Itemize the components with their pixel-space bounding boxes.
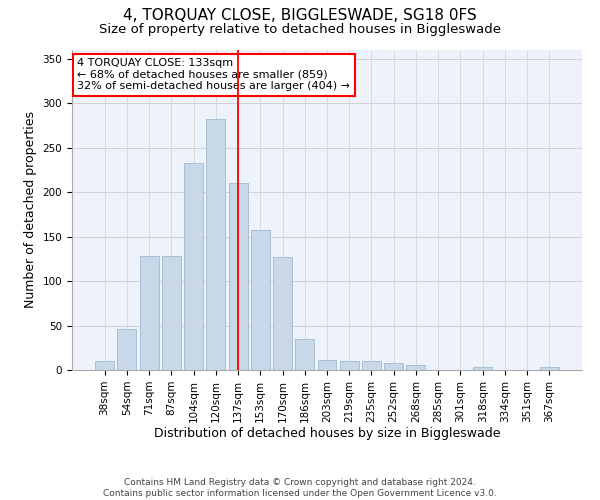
Bar [251, 230, 270, 370]
Bar [229, 184, 248, 370]
X-axis label: Distribution of detached houses by size in Biggleswade: Distribution of detached houses by size … [154, 428, 500, 440]
Bar [540, 368, 559, 370]
Bar [95, 361, 114, 370]
Bar [140, 256, 158, 370]
Bar [340, 361, 359, 370]
Bar [206, 120, 225, 370]
Text: 4, TORQUAY CLOSE, BIGGLESWADE, SG18 0FS: 4, TORQUAY CLOSE, BIGGLESWADE, SG18 0FS [123, 8, 477, 22]
Bar [362, 361, 381, 370]
Bar [406, 364, 425, 370]
Y-axis label: Number of detached properties: Number of detached properties [24, 112, 37, 308]
Bar [118, 329, 136, 370]
Text: Contains HM Land Registry data © Crown copyright and database right 2024.
Contai: Contains HM Land Registry data © Crown c… [103, 478, 497, 498]
Text: Size of property relative to detached houses in Biggleswade: Size of property relative to detached ho… [99, 22, 501, 36]
Bar [184, 163, 203, 370]
Bar [162, 256, 181, 370]
Bar [317, 360, 337, 370]
Bar [384, 363, 403, 370]
Text: 4 TORQUAY CLOSE: 133sqm
← 68% of detached houses are smaller (859)
32% of semi-d: 4 TORQUAY CLOSE: 133sqm ← 68% of detache… [77, 58, 350, 91]
Bar [473, 368, 492, 370]
Bar [273, 257, 292, 370]
Bar [295, 339, 314, 370]
